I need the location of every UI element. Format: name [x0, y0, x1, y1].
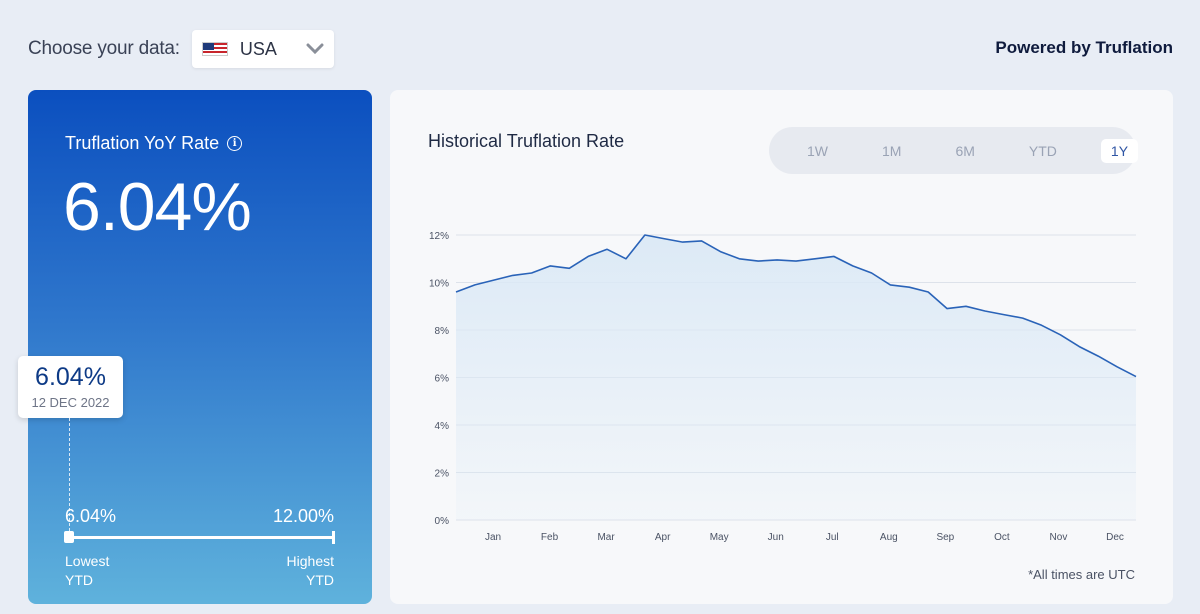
us-flag-icon	[201, 42, 228, 56]
y-tick-label: 6%	[435, 374, 450, 385]
x-tick-label: Aug	[880, 532, 898, 543]
info-icon[interactable]: i	[227, 136, 243, 151]
y-tick-label: 12%	[429, 231, 449, 242]
rate-card: Truflation YoY Rate i 6.04% 6.04% 12 DEC…	[18, 90, 372, 604]
chart-title: Historical Truflation Rate	[428, 131, 625, 151]
tab-1m[interactable]: 1M	[882, 142, 902, 159]
x-tick-label: Dec	[1106, 532, 1124, 543]
x-tick-label: Feb	[541, 532, 559, 543]
y-tick-label: 2%	[435, 469, 450, 480]
tab-1w[interactable]: 1W	[807, 142, 828, 159]
rate-title-text: Truflation YoY Rate	[65, 133, 220, 153]
range-end-marker	[332, 531, 335, 544]
range-current-marker	[64, 531, 74, 543]
x-tick-label: Jul	[826, 532, 839, 543]
lowest-label: Lowest	[65, 553, 110, 569]
highest-ytd: YTD	[306, 572, 334, 588]
tab-ytd[interactable]: YTD	[1028, 142, 1057, 159]
powered-by-label: Powered by Truflation	[995, 38, 1173, 57]
x-tick-label: Oct	[994, 532, 1010, 543]
x-tick-label: Jan	[485, 532, 501, 543]
x-tick-label: Jun	[768, 532, 784, 543]
country-dropdown[interactable]: USA	[191, 30, 334, 68]
tooltip-value: 6.04%	[35, 363, 106, 391]
range-lowest-value: 6.04%	[65, 506, 117, 526]
y-tick-label: 8%	[435, 326, 450, 337]
rate-card-title: Truflation YoY Rate i	[65, 133, 243, 154]
truflation-rate-chart[interactable]: 0% 2% 4% 6% 8% 10% 12% Jan Feb Mar Apr May Jun Jul Aug…	[390, 90, 1173, 604]
current-value-tooltip: 6.04% 12 DEC 2022	[18, 356, 123, 418]
lowest-ytd-label: Lowest YTD	[65, 552, 109, 590]
highest-ytd-label: Highest YTD	[287, 552, 334, 590]
time-range-tabs: 1W 1M 6M YTD 1Y	[769, 127, 1139, 174]
x-tick-label: Apr	[655, 532, 671, 543]
timezone-footnote: *All times are UTC	[1028, 567, 1135, 582]
range-highest-value: 12.00%	[272, 506, 334, 526]
chart-card: Historical Truflation Rate 1W 1M 6M YTD …	[390, 90, 1173, 604]
highest-label: Highest	[286, 553, 334, 569]
x-tick-label: Sep	[936, 532, 954, 543]
data-source-selector: Choose your data: USA	[28, 30, 334, 68]
country-name: USA	[239, 38, 277, 59]
series-area	[456, 235, 1136, 520]
chevron-down-icon	[306, 43, 324, 55]
y-tick-label: 10%	[429, 279, 449, 290]
x-tick-label: Nov	[1050, 532, 1068, 543]
x-tick-label: Mar	[597, 532, 615, 543]
tooltip-date: 12 DEC 2022	[31, 395, 110, 410]
tooltip-connector	[69, 418, 70, 536]
series-line	[455, 234, 1137, 378]
x-tick-label: May	[710, 532, 729, 543]
y-tick-label: 0%	[435, 516, 450, 527]
tab-6m[interactable]: 6M	[955, 142, 975, 159]
range-track	[68, 536, 334, 539]
y-tick-label: 4%	[435, 421, 450, 432]
current-rate-value: 6.04%	[63, 169, 252, 245]
tab-1y[interactable]: 1Y	[1100, 138, 1139, 163]
lowest-ytd: YTD	[65, 572, 93, 588]
choose-data-label: Choose your data:	[28, 38, 180, 59]
